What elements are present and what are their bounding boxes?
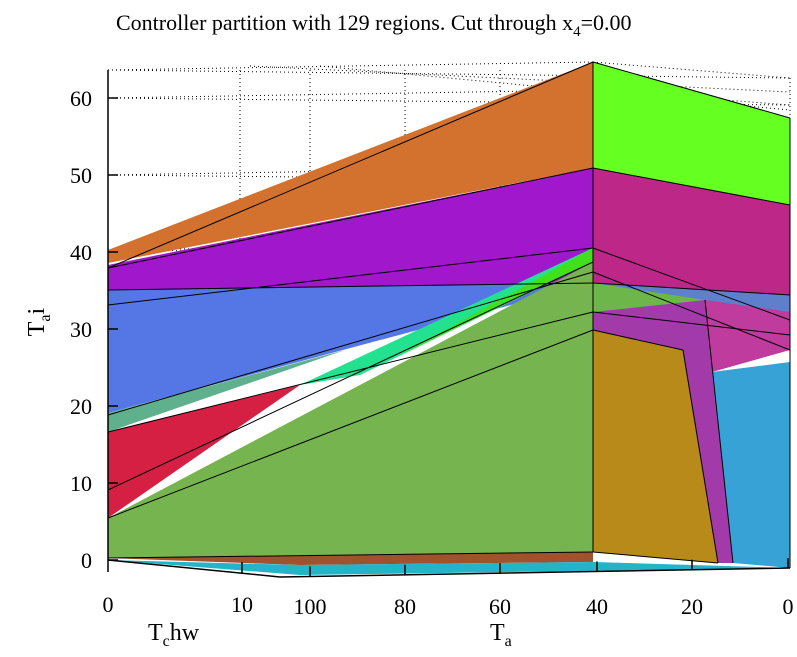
partition-region [108, 168, 593, 290]
region-boundary [107, 261, 594, 491]
x-axis-label-ta: Ta [490, 620, 512, 650]
y-tick-label: 0 [81, 548, 92, 573]
y-axis-label: Tai [24, 307, 54, 336]
region-boundary [592, 61, 791, 119]
partition-region [108, 350, 345, 432]
region-boundary [107, 311, 594, 433]
region-boundary [107, 61, 594, 269]
y-tick-label: 10 [70, 471, 92, 496]
region-boundary [107, 271, 594, 416]
grid-line [107, 69, 791, 79]
x-tick-label-ta: 20 [681, 594, 703, 619]
partition-region [593, 283, 705, 312]
x-axis-label-tchw: Tchw [148, 620, 200, 650]
partition-region [108, 262, 593, 558]
region-boundary [107, 551, 594, 559]
partition-region [108, 62, 593, 263]
partition-region [593, 62, 790, 205]
y-tick-label: 60 [70, 86, 92, 111]
region-edges [107, 61, 791, 568]
y-tick-label: 40 [70, 240, 92, 265]
region-boundary [107, 167, 594, 269]
tick-labels: 0 10 20 30 40 50 60 0 10 100 80 60 40 20 0 [70, 86, 794, 619]
x-tick-label-ta: 60 [489, 594, 511, 619]
region-boundary [107, 247, 594, 306]
chart-title: Controller partition with 129 regions. C… [116, 10, 632, 40]
grid-line [107, 89, 594, 99]
grid-line [107, 61, 594, 71]
x-tick-label-tchw: 0 [103, 592, 114, 617]
partition-region [108, 385, 300, 518]
grid-line [592, 61, 791, 79]
region-boundary [682, 349, 719, 564]
y-tick-label: 50 [70, 163, 92, 188]
partition-region [593, 300, 733, 563]
partition-region [300, 248, 593, 385]
grid-line [249, 65, 791, 93]
partition-regions [108, 62, 790, 575]
partition-region [593, 168, 790, 300]
x-tick-label-ta: 80 [394, 594, 416, 619]
x-tick-label-ta: 100 [294, 594, 327, 619]
partition-region [108, 552, 593, 565]
x-axis-line-tchw [107, 559, 281, 578]
region-boundary [592, 551, 719, 564]
region-boundary [592, 271, 791, 351]
region-boundary [107, 329, 594, 519]
partition-region [400, 248, 593, 355]
region-boundary [592, 329, 684, 351]
partition-region [712, 362, 790, 568]
region-boundary [592, 247, 791, 321]
x-tick-label-tchw: 10 [231, 592, 253, 617]
x-tick-label-ta: 0 [783, 594, 794, 619]
axes [107, 70, 791, 578]
x-tick-label-ta: 40 [586, 594, 608, 619]
partition-region [593, 330, 718, 563]
region-boundary [592, 167, 791, 206]
partition-region [705, 300, 790, 372]
region-boundary [107, 282, 594, 291]
partition-region [108, 560, 790, 575]
y-tick-label: 30 [70, 317, 92, 342]
y-tick-label: 20 [70, 394, 92, 419]
region-boundary [704, 299, 734, 564]
region-boundary [592, 311, 791, 336]
x-axis-line-ta [279, 567, 791, 578]
